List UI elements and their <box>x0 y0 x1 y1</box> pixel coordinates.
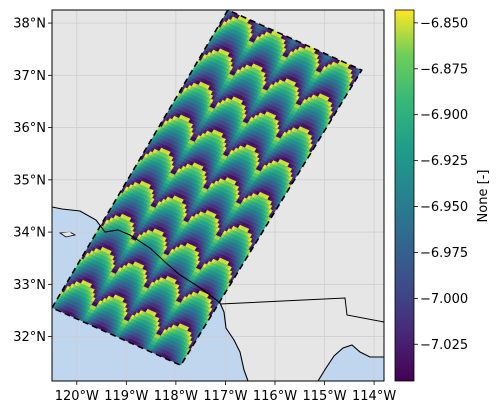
map-area <box>52 10 384 381</box>
